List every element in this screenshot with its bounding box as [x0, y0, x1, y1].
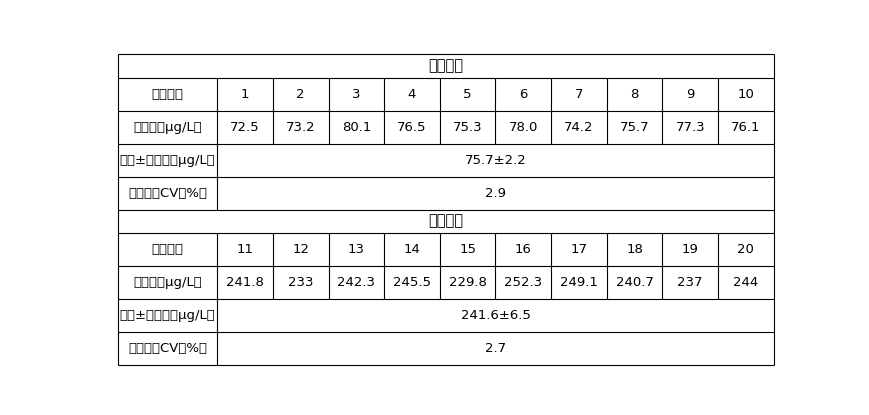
Text: 245.5: 245.5 [393, 276, 430, 289]
Text: 5: 5 [463, 88, 471, 100]
Text: 73.2: 73.2 [286, 120, 315, 134]
Text: 11: 11 [236, 243, 253, 256]
Text: 233: 233 [288, 276, 313, 289]
Text: 10: 10 [737, 88, 753, 100]
Text: 变异系数CV（%）: 变异系数CV（%） [128, 187, 207, 200]
Text: 12: 12 [292, 243, 308, 256]
Text: 1: 1 [241, 88, 249, 100]
Text: 16: 16 [514, 243, 531, 256]
Text: 测定值（μg/L）: 测定值（μg/L） [133, 276, 202, 289]
Text: 13: 13 [348, 243, 364, 256]
Text: 77.3: 77.3 [674, 120, 704, 134]
Text: 2.9: 2.9 [484, 187, 506, 200]
Text: 高值尿样: 高值尿样 [428, 214, 463, 229]
Text: 241.6±6.5: 241.6±6.5 [460, 309, 530, 322]
Text: 14: 14 [403, 243, 420, 256]
Text: 240.7: 240.7 [615, 276, 653, 289]
Text: 75.7±2.2: 75.7±2.2 [464, 154, 526, 166]
Text: 15: 15 [459, 243, 475, 256]
Text: 4: 4 [408, 88, 415, 100]
Text: 均值±标准差（μg/L）: 均值±标准差（μg/L） [120, 154, 216, 166]
Text: 6: 6 [519, 88, 527, 100]
Text: 均值±标准差（μg/L）: 均值±标准差（μg/L） [120, 309, 216, 322]
Text: 2.7: 2.7 [484, 342, 506, 355]
Text: 75.3: 75.3 [453, 120, 482, 134]
Text: 249.1: 249.1 [560, 276, 597, 289]
Text: 74.2: 74.2 [563, 120, 593, 134]
Text: 8: 8 [630, 88, 638, 100]
Text: 78.0: 78.0 [508, 120, 537, 134]
Text: 20: 20 [737, 243, 753, 256]
Text: 尿样编号: 尿样编号 [151, 243, 183, 256]
Text: 72.5: 72.5 [230, 120, 260, 134]
Text: 229.8: 229.8 [448, 276, 486, 289]
Text: 75.7: 75.7 [619, 120, 648, 134]
Text: 7: 7 [574, 88, 582, 100]
Text: 241.8: 241.8 [226, 276, 263, 289]
Text: 76.5: 76.5 [397, 120, 427, 134]
Text: 9: 9 [686, 88, 693, 100]
Text: 80.1: 80.1 [342, 120, 370, 134]
Text: 变异系数CV（%）: 变异系数CV（%） [128, 342, 207, 355]
Text: 低值尿样: 低值尿样 [428, 59, 463, 73]
Text: 2: 2 [296, 88, 305, 100]
Text: 19: 19 [681, 243, 698, 256]
Text: 244: 244 [733, 276, 758, 289]
Text: 242.3: 242.3 [337, 276, 375, 289]
Text: 尿样编号: 尿样编号 [151, 88, 183, 100]
Text: 17: 17 [570, 243, 587, 256]
Text: 测定值（μg/L）: 测定值（μg/L） [133, 120, 202, 134]
Text: 18: 18 [626, 243, 642, 256]
Text: 76.1: 76.1 [730, 120, 760, 134]
Text: 237: 237 [677, 276, 702, 289]
Text: 252.3: 252.3 [504, 276, 541, 289]
Text: 3: 3 [352, 88, 360, 100]
